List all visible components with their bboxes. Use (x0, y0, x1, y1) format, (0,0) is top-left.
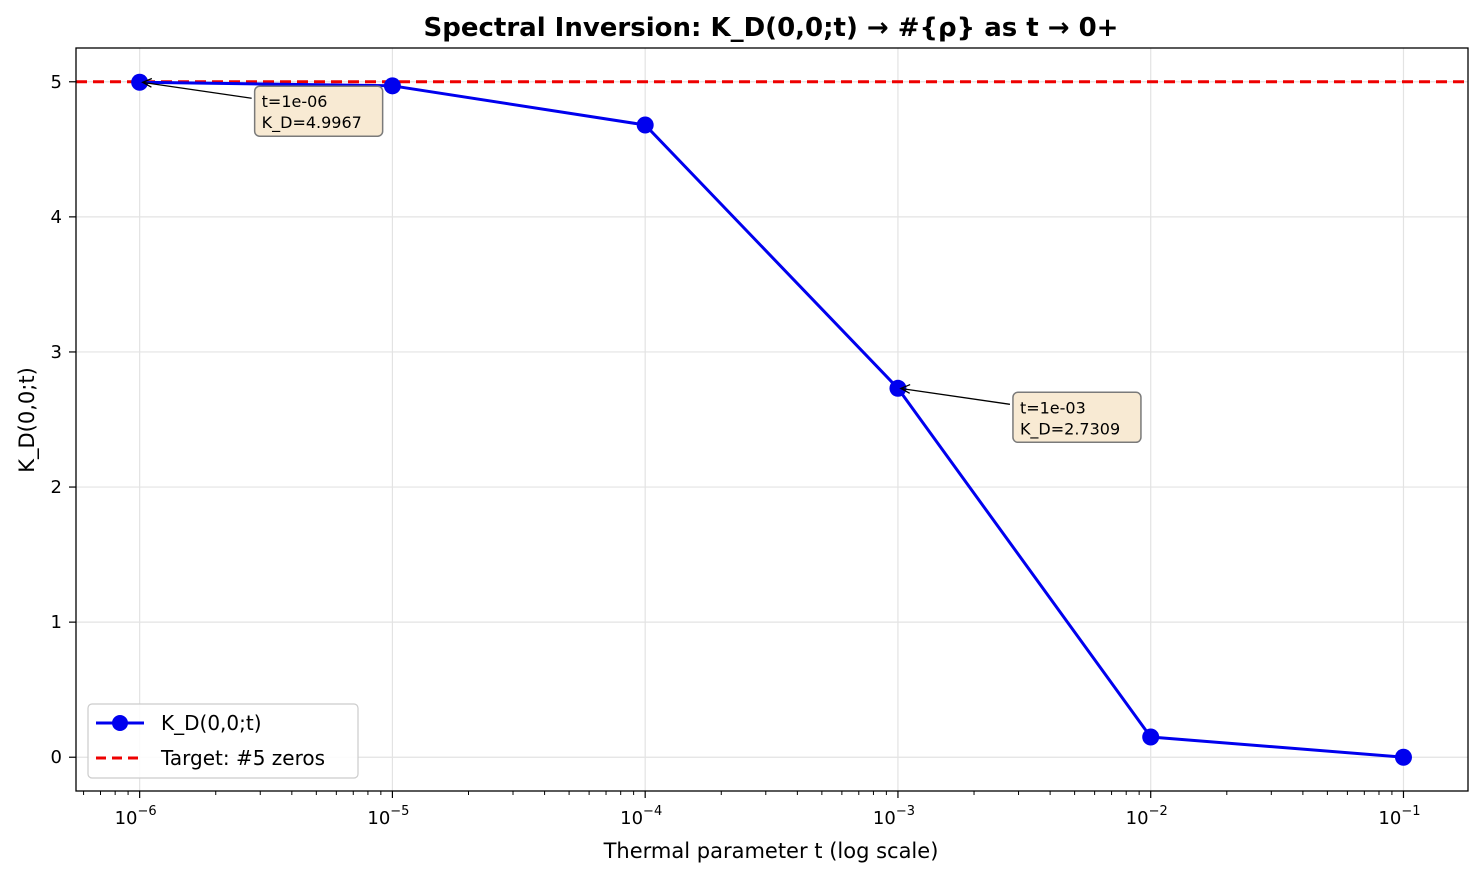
y-tick-label-1: 1 (51, 612, 62, 633)
y-tick-label-5: 5 (51, 72, 62, 93)
grid (76, 48, 1468, 791)
annotation-text-1-a: t=1e-03 (1020, 398, 1086, 417)
legend-label-series: K_D(0,0;t) (161, 711, 262, 735)
data-point-2 (636, 116, 654, 134)
data-point-3 (889, 379, 907, 397)
data-point-1 (383, 77, 401, 95)
legend-box (87, 703, 359, 779)
x-axis-label: Thermal parameter t (log scale) (603, 839, 939, 863)
series-group (131, 73, 1412, 766)
annotation-text-0-a: t=1e-06 (262, 92, 328, 111)
data-point-5 (1394, 748, 1412, 766)
legend: K_D(0,0;t) Target: #5 zeros (87, 703, 359, 779)
legend-marker-series (112, 715, 128, 731)
annotations: t=1e-06 K_D=4.9967 t=1e-03 K_D=2.7309 (141, 77, 1142, 444)
legend-label-target: Target: #5 zeros (160, 746, 325, 770)
annotation-0: t=1e-06 K_D=4.9967 (141, 77, 384, 137)
chart-title: Spectral Inversion: K_D(0,0;t) → #{ρ} as… (424, 13, 1119, 43)
y-tick-label-0: 0 (51, 747, 62, 768)
data-point-4 (1142, 728, 1160, 746)
annotation-arrow-1 (900, 387, 1011, 405)
plot-frame (75, 47, 1469, 792)
y-axis-label: K_D(0,0;t) (15, 367, 40, 473)
y-tick-label-3: 3 (51, 342, 62, 363)
series-line-0 (139, 80, 1404, 759)
annotation-box-0 (253, 85, 384, 137)
annotation-arrowhead-0 (141, 77, 153, 88)
y-tick-label-4: 4 (51, 207, 62, 228)
annotation-arrowhead-1 (899, 383, 911, 394)
y-tick-label-2: 2 (51, 477, 62, 498)
annotation-box-1 (1012, 391, 1142, 444)
annotation-text-0-b: K_D=4.9967 (262, 113, 362, 133)
annotation-1: t=1e-03 K_D=2.7309 (899, 383, 1142, 444)
annotation-text-1-b: K_D=2.7309 (1020, 419, 1120, 439)
y-axis: 0 1 2 3 4 5 (51, 72, 76, 768)
data-point-0 (131, 73, 149, 91)
x-tick-label-3: 10−3 (873, 804, 915, 829)
annotation-arrow-0 (142, 81, 252, 99)
x-tick-label-0: 10−6 (115, 804, 157, 829)
